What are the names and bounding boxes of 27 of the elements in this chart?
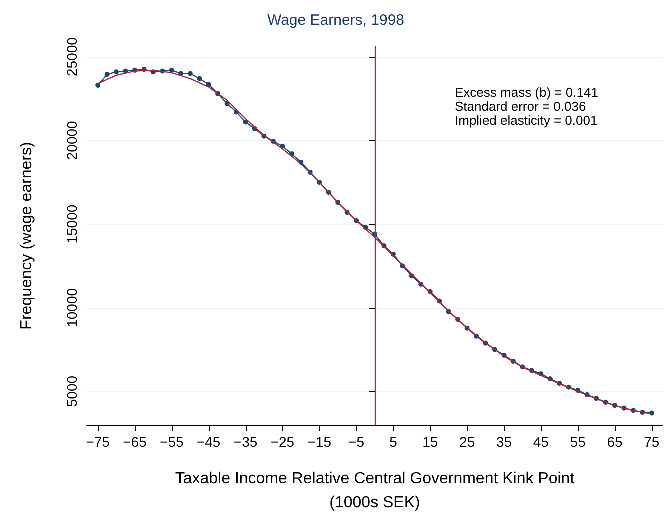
annotation: Standard error = 0.036 (455, 99, 588, 114)
y-axis-title: Frequency (wage earners) (18, 142, 36, 330)
x-tick-label: −25 (270, 434, 295, 450)
chart-title: Wage Earners, 1998 (267, 12, 405, 29)
y-tick-label: 15000 (64, 204, 80, 244)
annotation: Implied elasticity = 0.001 (455, 113, 598, 128)
x-tick-label: −75 (86, 434, 110, 450)
x-tick-label: 5 (390, 434, 398, 450)
x-tick-label: 15 (422, 434, 438, 450)
y-tick-label: 20000 (64, 120, 80, 160)
x-tick-label: 35 (496, 434, 512, 450)
x-tick-label: −55 (160, 434, 184, 450)
x-tick-label: 45 (533, 434, 550, 450)
x-axis-title: Taxable Income Relative Central Government Kink Point (1000s SEK) (175, 470, 576, 512)
x-tick-label: −65 (123, 434, 148, 450)
x-tick-label: 65 (607, 434, 623, 450)
x-tick-label: 55 (570, 434, 586, 450)
x-tick-label: −15 (308, 434, 332, 450)
x-tick-label: 25 (460, 434, 476, 450)
x-tick-label: −5 (348, 434, 365, 450)
x-tick-label: 75 (644, 434, 660, 450)
x-tick-label: −45 (196, 434, 221, 450)
y-tick-label: 25000 (64, 37, 80, 77)
y-tick-label: 10000 (64, 288, 80, 328)
y-tick-label: 5000 (64, 376, 80, 408)
annotation: Excess mass (b) = 0.141 (455, 85, 598, 100)
x-tick-label: −35 (234, 434, 258, 450)
